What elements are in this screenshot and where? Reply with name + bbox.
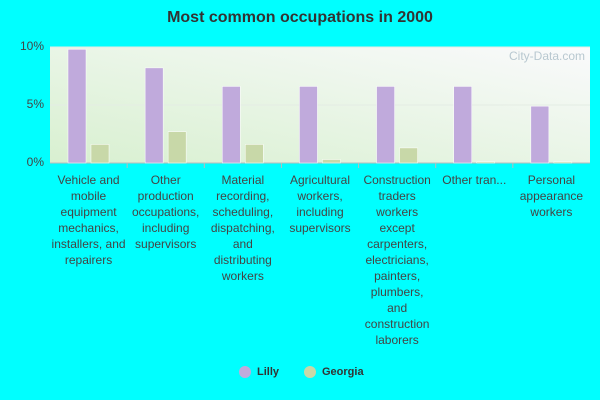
- y-tick-label: 10%: [20, 39, 44, 53]
- x-tick-label: Personal appearance workers: [519, 173, 584, 219]
- chart-title: Most common occupations in 2000: [167, 9, 433, 26]
- x-tick-label: Construction traders workers except carp…: [363, 173, 431, 347]
- bar: [553, 161, 573, 164]
- bar: [245, 144, 264, 164]
- legend-swatch: [304, 366, 316, 378]
- legend-label: Lilly: [257, 366, 280, 378]
- bar: [90, 144, 110, 164]
- x-tick-label: Material recording, scheduling, dispatch…: [210, 173, 275, 283]
- x-tick-label: Other tran...: [442, 173, 507, 187]
- bar: [299, 86, 318, 164]
- bar: [222, 86, 241, 164]
- y-tick-label: 0%: [27, 155, 45, 169]
- bar: [376, 86, 395, 164]
- y-tick-label: 5%: [27, 97, 45, 111]
- x-tick-label: Agricultural workers, including supervis…: [289, 173, 351, 235]
- bar: [167, 131, 187, 164]
- bar: [453, 86, 472, 164]
- x-tick-label: Vehicle and mobile equipment mechanics, …: [51, 173, 126, 267]
- bar: [144, 67, 164, 164]
- bar: [399, 147, 418, 164]
- legend-label: Georgia: [322, 366, 364, 378]
- bar: [67, 49, 87, 164]
- x-tick-label: Other production occupations, including …: [132, 173, 200, 251]
- watermark: City-Data.com: [509, 49, 585, 63]
- bar: [476, 161, 495, 164]
- bar: [530, 105, 550, 164]
- bar: [322, 159, 341, 164]
- legend-swatch: [239, 366, 251, 378]
